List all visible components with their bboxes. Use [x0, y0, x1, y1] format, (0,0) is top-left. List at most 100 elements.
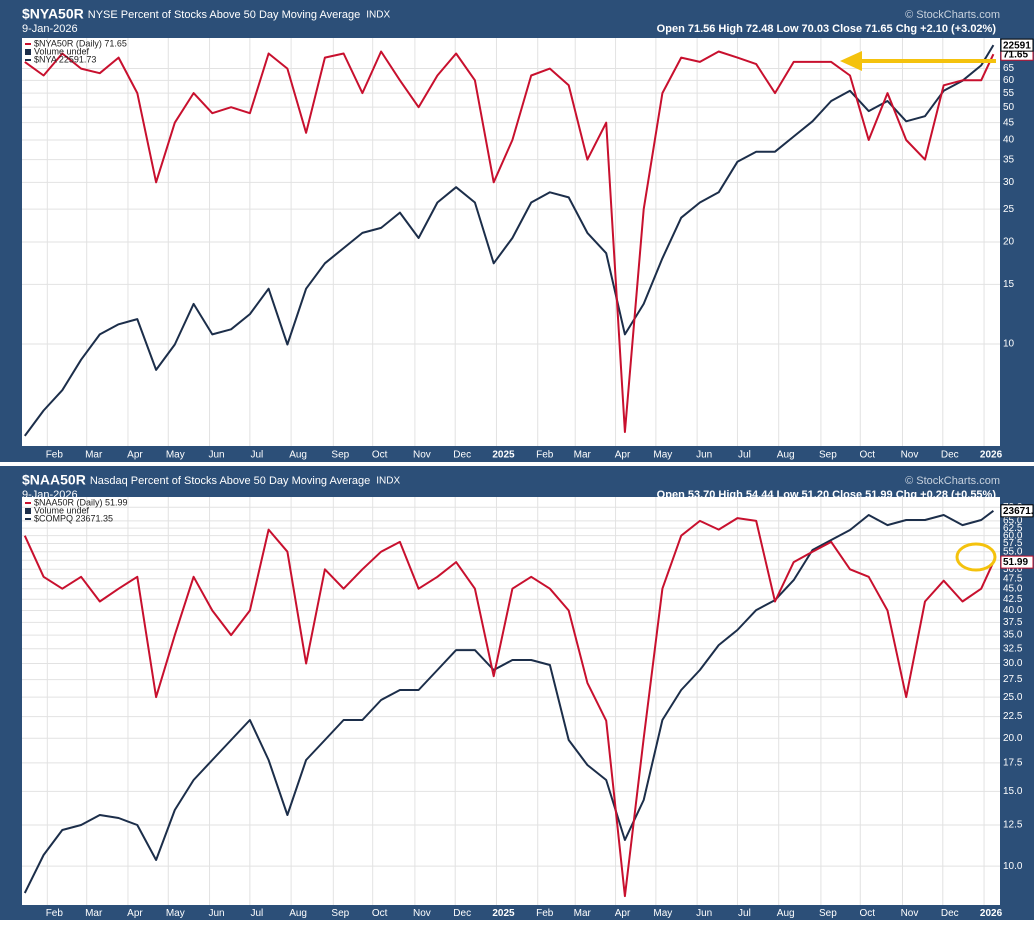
- x-tick-label: Mar: [85, 908, 103, 919]
- y-tick-label: 25: [1003, 204, 1015, 215]
- x-tick-label: Feb: [46, 908, 64, 919]
- x-tick-label: Feb: [536, 908, 554, 919]
- x-tick-label: Nov: [901, 450, 919, 461]
- y-tick-label: 65.0: [1003, 516, 1023, 527]
- chart-title: $NYA50R: [22, 6, 84, 22]
- chart-layer: $NYA50R NYSE Percent of Stocks Above 50 D…: [22, 6, 1034, 919]
- plot-area: [22, 497, 1000, 905]
- x-tick-label: Apr: [615, 450, 631, 461]
- x-tick-label: May: [166, 908, 185, 919]
- annotation-arrow: [840, 51, 996, 71]
- y-tick-label: 20: [1003, 237, 1015, 248]
- x-tick-label: Dec: [453, 450, 471, 461]
- y-tick-label: 55.0: [1003, 546, 1023, 557]
- chart-date: 9-Jan-2026: [22, 489, 78, 501]
- y-tick-label: 10.0: [1003, 861, 1023, 872]
- x-tick-label: Apr: [615, 908, 631, 919]
- watermark: © StockCharts.com: [905, 475, 1000, 487]
- x-tick-label: Jun: [208, 908, 224, 919]
- legend-label: $NYA 22591.73: [34, 54, 96, 64]
- y-tick-label: 20.0: [1003, 733, 1023, 744]
- x-tick-label: Sep: [819, 908, 837, 919]
- y-tick-label: 42.5: [1003, 594, 1023, 605]
- y-tick-label: 15: [1003, 279, 1015, 290]
- y-tick-label: 57.5: [1003, 538, 1023, 549]
- legend-label: $NAA50R (Daily) 51.99: [34, 497, 128, 507]
- x-tick-label: Aug: [289, 450, 307, 461]
- y-tick-label: 22.5: [1003, 711, 1023, 722]
- x-tick-label: Jun: [696, 908, 712, 919]
- y-tick-label: 32.5: [1003, 643, 1023, 654]
- x-tick-label: Dec: [941, 450, 959, 461]
- x-tick-label: 2026: [980, 908, 1003, 919]
- x-tick-label: Jul: [738, 908, 751, 919]
- x-tick-label: Mar: [85, 450, 103, 461]
- x-tick-label: Jun: [696, 450, 712, 461]
- quote: Open 53.70 High 54.44 Low 51.20 Close 51…: [657, 489, 997, 501]
- arrow-head: [840, 51, 862, 71]
- last-value-label: 23671.3: [1003, 506, 1034, 517]
- legend-swatch: [25, 508, 31, 514]
- x-tick-label: Nov: [413, 908, 431, 919]
- last-value-tag: [1000, 38, 1034, 52]
- x-tick-label: Sep: [819, 450, 837, 461]
- last-value-tag: [1000, 504, 1034, 518]
- x-tick-label: Feb: [46, 450, 64, 461]
- x-tick-label: Jul: [250, 908, 263, 919]
- legend-swatch: [25, 49, 31, 55]
- y-tick-label: 50.0: [1003, 564, 1023, 575]
- y-tick-label: 55: [1003, 88, 1015, 99]
- x-tick-label: Oct: [372, 450, 388, 461]
- x-tick-label: Jul: [738, 450, 751, 461]
- x-tick-label: May: [653, 450, 672, 461]
- y-tick-label: 30.0: [1003, 658, 1023, 669]
- annotation-circle: [955, 542, 997, 572]
- x-tick-label: Nov: [413, 450, 431, 461]
- exchange: INDX: [376, 476, 400, 487]
- last-value-label: 51.99: [1003, 557, 1028, 568]
- last-value-label: 71.65: [1003, 49, 1028, 60]
- legend-label: $NYA50R (Daily) 71.65: [34, 38, 127, 48]
- legend-label: Volume undef: [34, 505, 90, 515]
- series-line: [23, 510, 995, 894]
- legend-label: $COMPQ 23671.35: [34, 513, 113, 523]
- x-tick-label: Sep: [331, 908, 349, 919]
- y-tick-label: 65: [1003, 63, 1015, 74]
- x-tick-label: Oct: [372, 908, 388, 919]
- x-tick-label: Nov: [901, 908, 919, 919]
- watermark: © StockCharts.com: [905, 9, 1000, 21]
- x-tick-label: 2026: [980, 450, 1003, 461]
- y-tick-label: 12.5: [1003, 820, 1023, 831]
- x-tick-label: Jul: [250, 450, 263, 461]
- y-tick-label: 37.5: [1003, 617, 1023, 628]
- x-tick-label: Aug: [289, 908, 307, 919]
- y-tick-label: 47.5: [1003, 573, 1023, 584]
- y-tick-label: 15.0: [1003, 786, 1023, 797]
- y-tick-label: 35.0: [1003, 630, 1023, 641]
- x-tick-label: Sep: [331, 450, 349, 461]
- x-tick-label: Aug: [777, 908, 795, 919]
- x-tick-label: Mar: [574, 450, 592, 461]
- y-tick-label: 25.0: [1003, 692, 1023, 703]
- legend-label: Volume undef: [34, 46, 90, 56]
- chart-subtitle: NYSE Percent of Stocks Above 50 Day Movi…: [88, 9, 361, 21]
- last-value-label: 22591: [1003, 40, 1031, 51]
- series-line: [23, 44, 995, 437]
- last-value-tag: [1000, 555, 1034, 569]
- series-line: [24, 50, 995, 433]
- x-tick-label: Dec: [453, 908, 471, 919]
- x-tick-label: 2025: [492, 908, 515, 919]
- x-tick-label: 2025: [492, 450, 515, 461]
- y-tick-label: 50: [1003, 102, 1015, 113]
- chart-date: 9-Jan-2026: [22, 23, 78, 35]
- x-tick-label: Jun: [208, 450, 224, 461]
- x-tick-label: Oct: [860, 450, 876, 461]
- y-tick-label: 40: [1003, 135, 1015, 146]
- x-tick-label: Feb: [536, 450, 554, 461]
- y-tick-label: 45.0: [1003, 583, 1023, 594]
- y-tick-label: 17.5: [1003, 758, 1023, 769]
- x-tick-label: Apr: [127, 908, 143, 919]
- y-tick-label: 27.5: [1003, 674, 1023, 685]
